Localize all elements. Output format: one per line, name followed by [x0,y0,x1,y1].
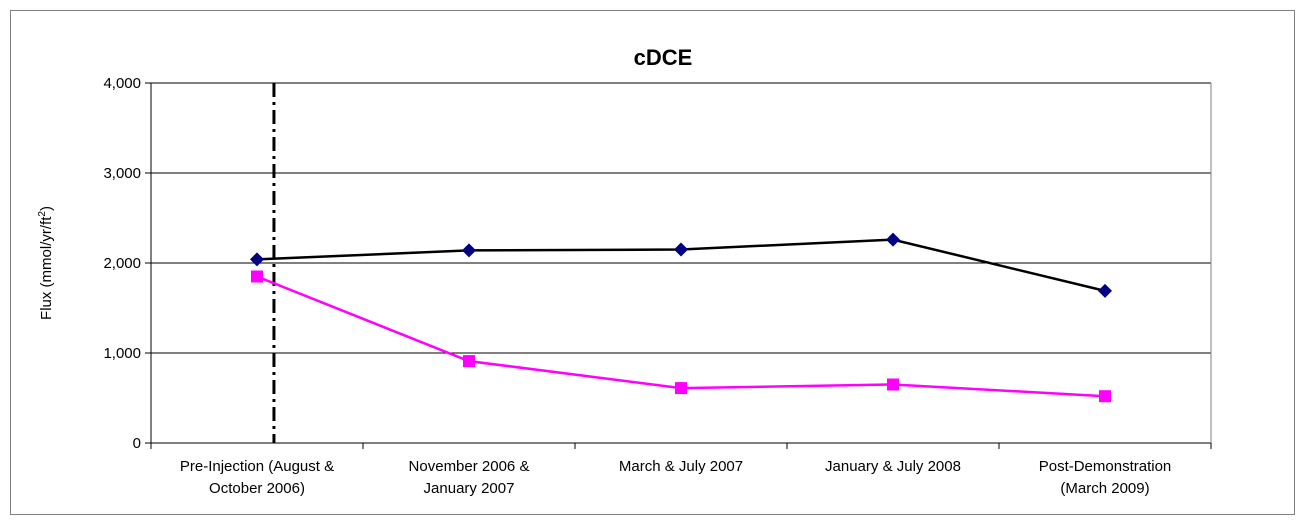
series-0-point-3 [886,232,900,247]
plot-area: 0 1,000 2,000 3,000 4,000 Pre-Injection (Augu… [103,75,1212,497]
y-axis-title: Flux (mmol/yr/ft2) [37,206,55,320]
x-tick-label-line: November 2006 & [409,458,530,475]
y-axis-title-superscript: 2 [37,211,48,217]
y-tick-label-0: 0 [133,435,141,452]
y-axis-title-main: Flux (mmol/yr/ft [38,216,55,320]
chart-title: cDCE [634,45,693,70]
series-0-point-2 [674,242,688,257]
x-tick-label-2: March & July 2007 [619,458,743,475]
y-tick-label-4: 4,000 [103,75,141,92]
y-tick-label-1: 1,000 [103,345,141,362]
y-tick-label-3: 3,000 [103,165,141,182]
series-0-point-1 [462,243,476,258]
x-tick-label-line: Post-Demonstration [1039,458,1172,475]
series-1-point-1 [463,355,475,368]
series-0-point-0 [250,252,264,267]
chart-frame: cDCE 0 1,000 2,000 3,000 4,000 Pre-Injection … [10,10,1295,515]
x-tick-label-line: (March 2009) [1060,480,1149,497]
x-tick-label-line: January 2007 [424,480,515,497]
y-axis-title-end: ) [38,206,55,211]
series-1-point-4 [1099,390,1111,403]
x-tick-label-3: January & July 2008 [825,458,961,475]
y-tick-label-2: 2,000 [103,255,141,272]
series-1-point-2 [675,382,687,395]
series-1-point-3 [887,378,899,391]
series-1-line [256,275,1106,398]
x-tick-label-4: Post-Demonstration (March 2009) [1039,458,1172,497]
series-1-point-0 [251,270,263,283]
x-tick-label-line: October 2006) [209,480,305,497]
x-tick-label-line: January & July 2008 [825,458,961,475]
x-tick-label-line: March & July 2007 [619,458,743,475]
flux-line-chart: cDCE 0 1,000 2,000 3,000 4,000 Pre-Injection … [37,45,1212,497]
x-tick-label-line: Pre-Injection (August & [180,458,334,475]
x-tick-label-1: November 2006 & January 2007 [409,458,530,497]
x-tick-label-0: Pre-Injection (August & October 2006) [180,458,334,497]
series-0-point-4 [1098,283,1112,298]
